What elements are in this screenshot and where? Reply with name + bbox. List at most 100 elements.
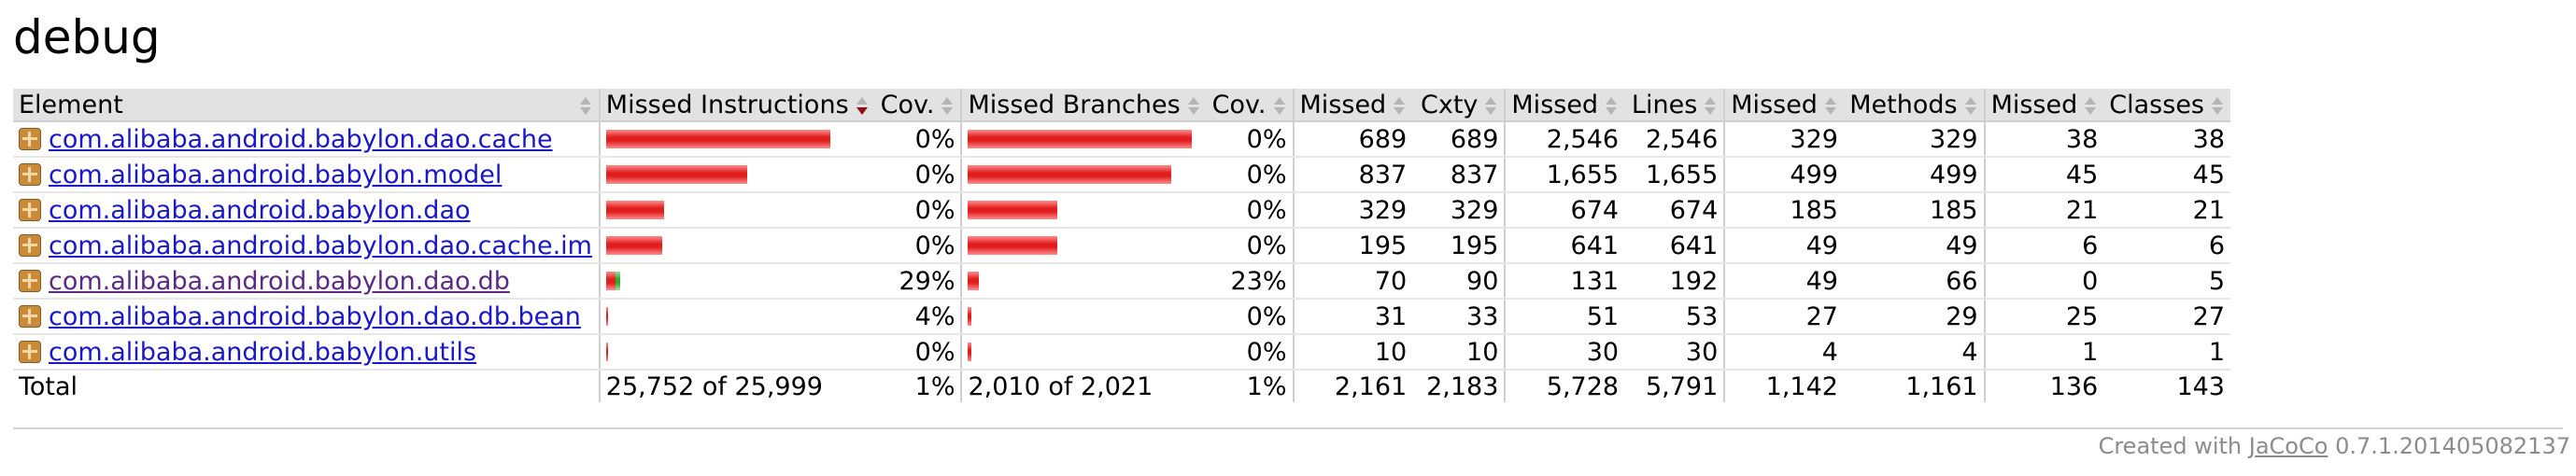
missed-cxty-cell: 689: [1292, 121, 1413, 158]
footer-prefix: Created with: [2098, 433, 2243, 459]
element-cell: com.alibaba.android.babylon.dao.cache.im: [13, 228, 600, 264]
total-instructions: 25,752 of 25,999: [598, 370, 875, 402]
header-missed-methods[interactable]: Missed: [1723, 89, 1844, 122]
coverage-table: Element Missed Instructions Cov. Missed …: [13, 89, 2230, 402]
header-branch-cov[interactable]: Cov.: [1206, 89, 1294, 122]
instr-cov-cell: 0%: [874, 121, 962, 158]
sort-desc-icon: [855, 96, 870, 117]
header-missed-branches[interactable]: Missed Branches: [960, 89, 1207, 122]
package-link[interactable]: com.alibaba.android.babylon.dao: [49, 195, 471, 225]
cxty-cell: 195: [1412, 228, 1506, 264]
package-icon: [19, 269, 41, 292]
missed-lines-cell: 641: [1504, 228, 1625, 264]
instructions-bar-cell: [598, 334, 875, 371]
element-cell: com.alibaba.android.babylon.dao.cache: [13, 121, 600, 158]
element-cell: com.alibaba.android.babylon.dao.db: [13, 263, 600, 300]
instructions-coverage-bar: [605, 343, 870, 361]
package-link[interactable]: com.alibaba.android.babylon.dao.cache: [49, 124, 553, 154]
branch-cov-cell: 0%: [1206, 192, 1294, 229]
header-classes-label: Classes: [2109, 91, 2204, 119]
instructions-coverage-bar: [605, 165, 870, 184]
missed-methods-cell: 499: [1723, 157, 1844, 193]
branches-bar-cell: [960, 299, 1207, 335]
sort-arrows-icon: [578, 96, 593, 117]
header-element[interactable]: Element: [13, 89, 600, 122]
header-element-label: Element: [19, 91, 123, 119]
lines-cell: 641: [1624, 228, 1725, 264]
table-row: com.alibaba.android.babylon.dao.cache 0% 0…: [13, 121, 2230, 158]
header-missed-lines[interactable]: Missed: [1504, 89, 1625, 122]
classes-cell: 27: [2103, 299, 2230, 335]
branches-bar-cell: [960, 192, 1207, 229]
instr-cov-cell: 0%: [874, 192, 962, 229]
header-methods[interactable]: Methods: [1843, 89, 1985, 122]
missed-classes-cell: 25: [1983, 299, 2104, 335]
branches-coverage-bar: [968, 272, 1200, 290]
missed-bar-segment: [605, 272, 616, 290]
header-cxty-label: Cxty: [1420, 91, 1479, 119]
header-methods-label: Methods: [1849, 91, 1958, 119]
sort-arrows-icon: [1604, 96, 1619, 117]
instr-cov-cell: 0%: [874, 334, 962, 371]
sort-arrows-icon: [1703, 96, 1718, 117]
total-classes: 143: [2176, 371, 2225, 401]
sort-arrows-icon: [2210, 96, 2225, 117]
classes-cell: 38: [2103, 121, 2230, 158]
sort-arrows-icon: [1272, 96, 1287, 117]
package-link[interactable]: com.alibaba.android.babylon.utils: [49, 337, 477, 367]
total-methods: 1,161: [1905, 371, 1978, 401]
missed-bar-segment: [968, 236, 1058, 255]
methods-cell: 185: [1843, 192, 1985, 229]
instructions-coverage-bar: [605, 130, 870, 148]
sort-arrows-icon: [1392, 96, 1407, 117]
instr-cov-cell: 0%: [874, 228, 962, 264]
branches-coverage-bar: [968, 236, 1200, 255]
missed-bar-segment: [605, 130, 830, 148]
branches-coverage-bar: [968, 307, 1200, 326]
table-row: com.alibaba.android.babylon.utils 0% 0% 10 1…: [13, 334, 2230, 371]
header-missed-methods-label: Missed: [1731, 91, 1818, 119]
header-missed-cxty[interactable]: Missed: [1292, 89, 1413, 122]
package-link[interactable]: com.alibaba.android.babylon.dao.db: [49, 266, 510, 296]
package-link[interactable]: com.alibaba.android.babylon.dao.cache.im: [49, 231, 592, 260]
methods-cell: 499: [1843, 157, 1985, 193]
missed-lines-cell: 674: [1504, 192, 1625, 229]
cxty-cell: 33: [1412, 299, 1506, 335]
missed-bar-segment: [605, 236, 662, 255]
branches-bar-cell: [960, 157, 1207, 193]
total-missed-classes: 136: [1983, 370, 2104, 402]
header-classes[interactable]: Classes: [2103, 89, 2230, 122]
package-icon: [19, 340, 41, 363]
element-cell: com.alibaba.android.babylon.dao: [13, 192, 600, 229]
instructions-bar-cell: [598, 192, 875, 229]
branches-bar-cell: [960, 228, 1207, 264]
header-missed-classes-label: Missed: [1990, 91, 2078, 119]
jacoco-link[interactable]: JaCoCo: [2248, 433, 2328, 459]
table-header-row: Element Missed Instructions Cov. Missed …: [13, 89, 2230, 122]
package-link[interactable]: com.alibaba.android.babylon.dao.db.bean: [49, 301, 581, 331]
total-row: Total 25,752 of 25,999 1% 2,010 of 2,021…: [13, 370, 2230, 402]
classes-cell: 5: [2103, 263, 2230, 300]
branch-cov-cell: 0%: [1206, 228, 1294, 264]
cxty-cell: 689: [1412, 121, 1506, 158]
header-missed-cxty-label: Missed: [1299, 91, 1387, 119]
element-cell: com.alibaba.android.babylon.model: [13, 157, 600, 193]
instructions-coverage-bar: [605, 272, 870, 290]
total-missed-lines: 5,728: [1504, 370, 1625, 402]
missed-bar-segment: [605, 201, 664, 219]
lines-cell: 30: [1624, 334, 1725, 371]
header-instr-cov-label: Cov.: [880, 91, 935, 119]
branch-cov-cell: 0%: [1206, 334, 1294, 371]
header-cxty[interactable]: Cxty: [1412, 89, 1506, 122]
missed-cxty-cell: 837: [1292, 157, 1413, 193]
header-missed-classes[interactable]: Missed: [1983, 89, 2104, 122]
missed-bar-segment: [968, 307, 972, 326]
package-link[interactable]: com.alibaba.android.babylon.model: [49, 160, 502, 189]
missed-classes-cell: 45: [1983, 157, 2104, 193]
header-lines[interactable]: Lines: [1624, 89, 1725, 122]
cxty-cell: 90: [1412, 263, 1506, 300]
header-missed-instructions[interactable]: Missed Instructions: [598, 89, 875, 122]
header-instr-cov[interactable]: Cov.: [874, 89, 962, 122]
package-icon: [19, 198, 41, 221]
branch-cov-cell: 23%: [1206, 263, 1294, 300]
